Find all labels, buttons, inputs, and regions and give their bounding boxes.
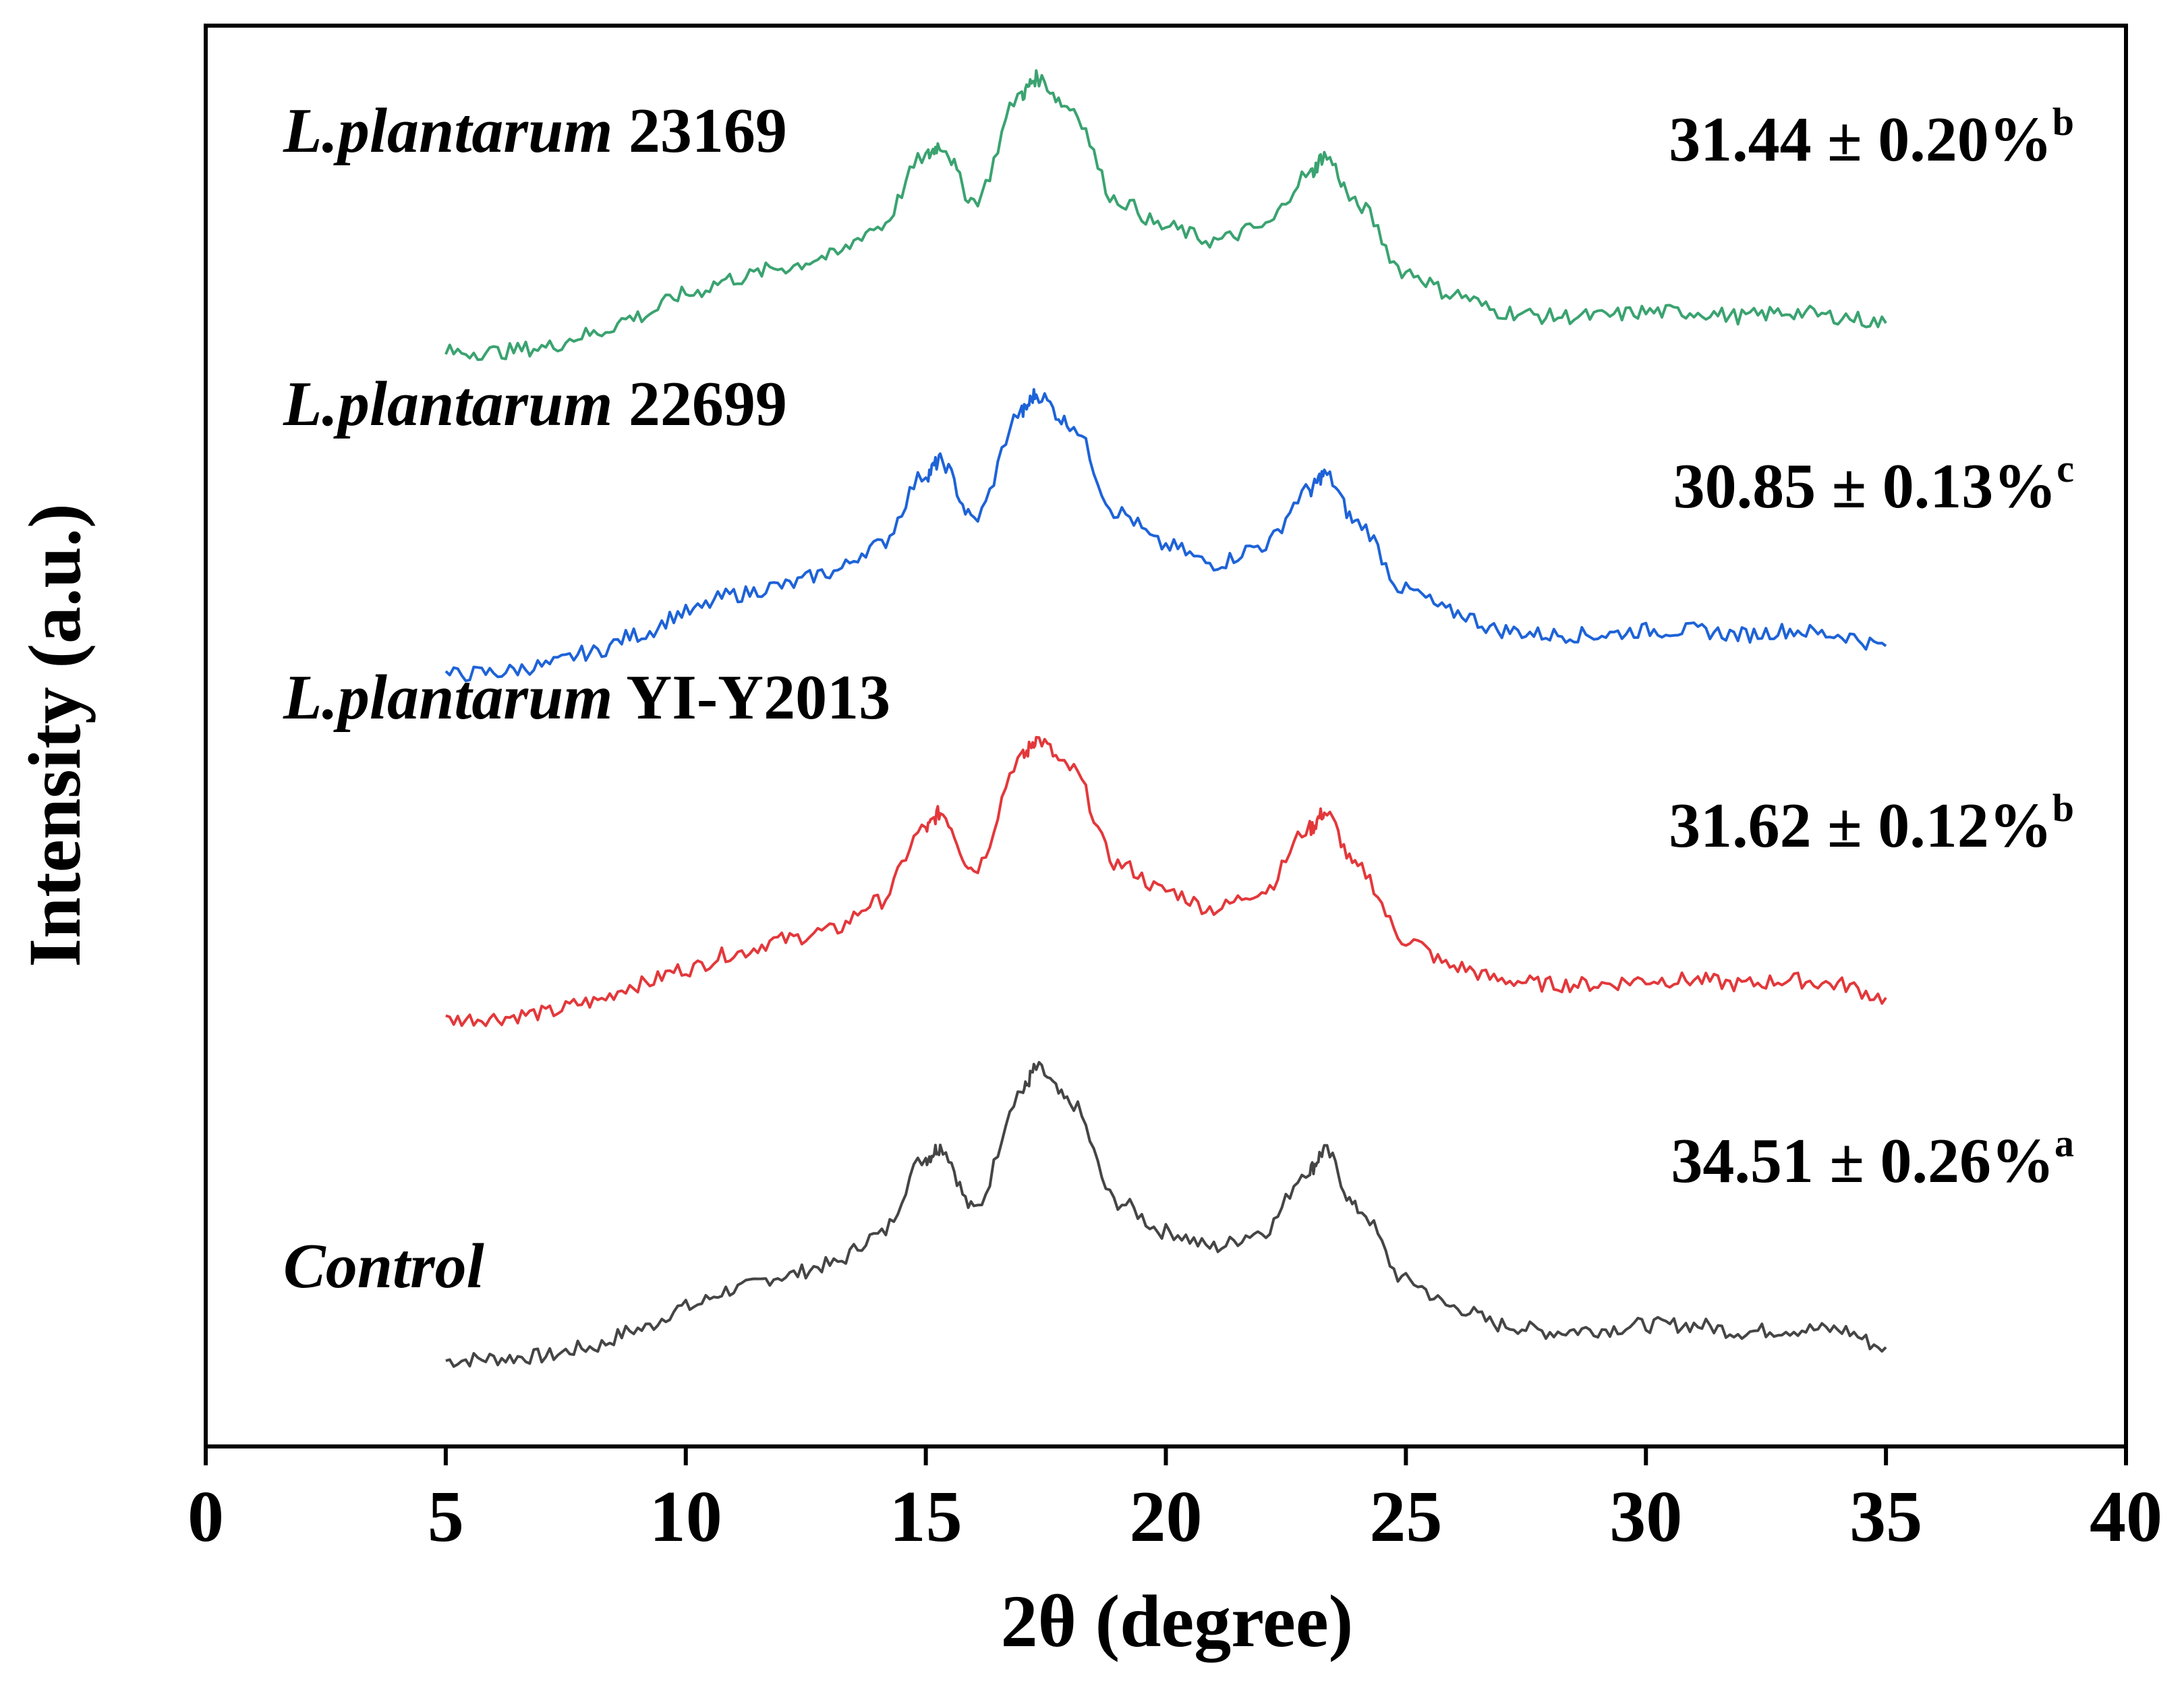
crystallinity-text: 31.62 ± 0.12%: [1669, 791, 2052, 861]
series-line-2: [445, 735, 1887, 1027]
crystallinity-annotations: 34.51 ± 0.26%a31.62 ± 0.12%b30.85 ± 0.13…: [1669, 100, 2074, 1196]
x-tick-label: 15: [890, 1477, 962, 1557]
series-label-species: L.plantarum: [283, 96, 612, 166]
x-tick-label: 35: [1849, 1477, 1922, 1557]
x-tick-label: 30: [1609, 1477, 1682, 1557]
crystallinity-text: 34.51 ± 0.26%: [1671, 1126, 2054, 1196]
crystallinity-value-4: 31.44 ± 0.20%b: [1669, 100, 2074, 175]
series-label-3: L.plantarum 22699: [283, 369, 787, 439]
x-axis-label: 2θ (degree): [1001, 1580, 1354, 1662]
plot-frame: [204, 24, 2128, 1448]
x-tick-label: 40: [2090, 1477, 2162, 1557]
series-line-3: [444, 388, 1887, 683]
crystallinity-text: 30.85 ± 0.13%: [1673, 451, 2057, 522]
y-axis-label: Intensity (a.u.): [13, 503, 96, 967]
crystallinity-text: 31.44 ± 0.20%: [1669, 105, 2052, 175]
series-line-4: [444, 69, 1887, 362]
series-label-4: L.plantarum 23169: [283, 96, 787, 166]
crystallinity-value-2: 31.62 ± 0.12%b: [1669, 786, 2074, 861]
series-label-strain: 22699: [612, 369, 787, 439]
x-tick-label: 10: [650, 1477, 722, 1557]
series-line-1: [445, 1061, 1887, 1368]
series-label-strain: YI-Y2013: [612, 663, 890, 733]
x-tick-label: 0: [188, 1477, 224, 1557]
x-tick-label: 25: [1369, 1477, 1442, 1557]
significance-letter: b: [2052, 786, 2074, 830]
crystallinity-value-1: 34.51 ± 0.26%a: [1671, 1121, 2074, 1196]
x-tick-label: 20: [1130, 1477, 1203, 1557]
x-axis: 0 5 10 15 20 25 30 35 40: [188, 1446, 2162, 1557]
series-label-species: L.plantarum: [283, 369, 612, 439]
series-label-1: Control: [283, 1231, 484, 1301]
significance-letter: a: [2054, 1121, 2074, 1165]
series-label-species: Control: [283, 1231, 484, 1301]
series-layer: [444, 69, 1887, 1368]
significance-letter: c: [2057, 447, 2074, 490]
series-label-species: L.plantarum: [283, 663, 612, 733]
x-tick-label: 5: [428, 1477, 464, 1557]
series-label-2: L.plantarum YI-Y2013: [283, 663, 890, 733]
crystallinity-value-3: 30.85 ± 0.13%c: [1673, 447, 2074, 522]
series-label-strain: 23169: [612, 96, 787, 166]
significance-letter: b: [2052, 100, 2074, 144]
